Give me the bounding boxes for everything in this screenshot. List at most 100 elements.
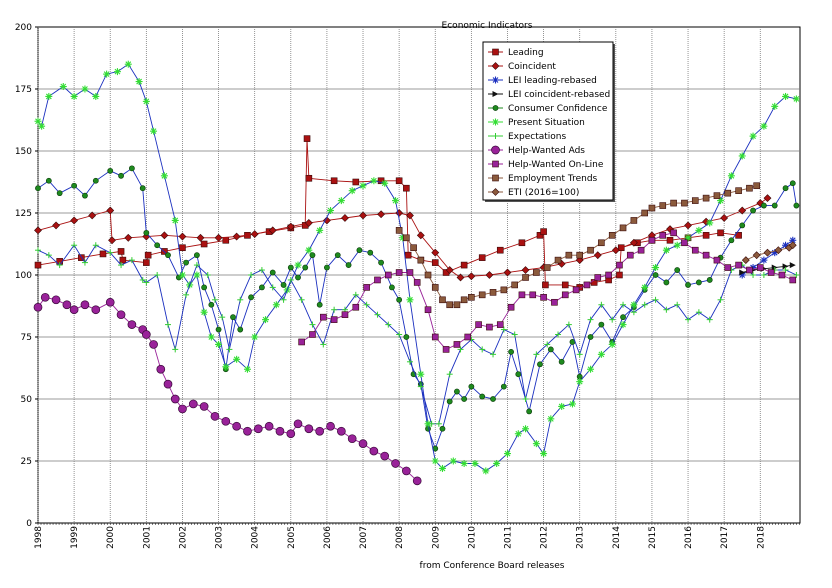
data-point-employment-trends: [691, 197, 699, 204]
data-point-expectations: [269, 284, 276, 291]
legend-marker-consumer-confidence: [492, 105, 499, 111]
data-point-expectations: [457, 346, 464, 353]
data-point-employment-trends: [453, 301, 461, 309]
data-point-help-wanted-on-line: [735, 261, 742, 269]
data-point-consumer-confidence: [760, 202, 767, 209]
data-point-help-wanted-on-line: [374, 276, 381, 284]
data-point-help-wanted-ads: [253, 424, 263, 434]
series-present-situation: [34, 60, 800, 475]
data-point-lei-leading-rebased: [760, 256, 768, 264]
legend-marker-help-wanted-on-line: [492, 160, 499, 168]
data-point-expectations: [298, 296, 305, 303]
legend-label-lei-coincident-rebased: LEI coincident-rebased: [508, 90, 610, 100]
data-point-leading: [119, 256, 127, 264]
data-point-employment-trends: [460, 296, 468, 304]
data-point-present-situation: [608, 340, 616, 348]
data-point-consumer-confidence: [793, 202, 800, 209]
data-point-help-wanted-ads: [199, 402, 209, 411]
data-point-coincident: [88, 211, 97, 220]
data-point-present-situation: [337, 197, 345, 205]
marker-stroke: [194, 272, 200, 278]
data-point-expectations: [533, 351, 540, 358]
data-point-present-situation: [493, 459, 501, 467]
data-point-leading: [330, 177, 338, 185]
data-point-help-wanted-on-line: [605, 271, 612, 279]
data-point-help-wanted-on-line: [319, 313, 327, 321]
data-point-help-wanted-ads: [80, 300, 90, 310]
series-leading: [34, 135, 742, 291]
data-point-present-situation: [706, 219, 714, 227]
marker-stroke: [215, 341, 222, 348]
data-point-coincident: [763, 194, 772, 203]
y-tick-label: 200: [15, 23, 32, 33]
data-point-expectations: [81, 259, 88, 266]
data-point-present-situation: [370, 177, 378, 185]
data-point-present-situation: [782, 92, 790, 100]
data-point-expectations: [641, 301, 648, 308]
data-point-present-situation: [381, 179, 389, 187]
data-point-consumer-confidence: [558, 358, 565, 365]
data-point-consumer-confidence: [107, 167, 114, 174]
series-help-wanted-ads: [33, 292, 422, 486]
x-tick-label: 2008: [395, 526, 405, 549]
data-point-present-situation: [568, 400, 576, 408]
x-tick-label: 2005: [287, 526, 297, 549]
data-point-leading: [179, 244, 186, 252]
data-point-coincident: [406, 211, 414, 220]
data-point-employment-trends: [417, 256, 425, 264]
data-point-help-wanted-ads: [116, 310, 126, 320]
data-point-consumer-confidence: [500, 383, 507, 390]
data-point-coincident: [684, 221, 692, 230]
marker-stroke: [641, 284, 648, 291]
marker-stroke: [208, 334, 215, 340]
marker-stroke: [349, 187, 356, 194]
data-point-help-wanted-on-line: [756, 264, 764, 271]
marker-stroke: [201, 309, 208, 316]
data-point-expectations: [237, 296, 244, 303]
legend-label-help-wanted-ads: Help-Wanted Ads: [508, 146, 585, 156]
marker-stroke: [728, 172, 735, 179]
legend-marker-help-wanted-ads: [491, 145, 500, 155]
data-point-expectations: [193, 262, 200, 269]
data-point-help-wanted-ads: [62, 300, 72, 310]
data-point-help-wanted-on-line: [540, 294, 547, 301]
x-tick-label: 2014: [612, 526, 622, 549]
data-point-help-wanted-on-line: [670, 229, 677, 237]
data-point-help-wanted-ads: [304, 424, 314, 434]
data-point-consumer-confidence: [367, 249, 374, 256]
data-point-employment-trends: [554, 256, 562, 264]
data-point-expectations: [522, 396, 529, 402]
data-point-help-wanted-ads: [293, 419, 303, 429]
series-line-present-situation: [37, 63, 797, 472]
data-point-present-situation: [222, 363, 230, 371]
data-point-expectations: [782, 267, 789, 274]
y-tick-label: 25: [21, 457, 32, 467]
data-point-help-wanted-on-line: [681, 239, 688, 247]
data-point-consumer-confidence: [201, 284, 208, 291]
data-point-consumer-confidence: [508, 348, 514, 355]
data-point-coincident: [268, 226, 277, 235]
data-point-employment-trends: [478, 291, 486, 299]
data-point-coincident: [521, 266, 530, 274]
data-point-employment-trends: [746, 184, 753, 192]
data-point-consumer-confidence: [598, 321, 605, 328]
data-point-employment-trends: [410, 244, 417, 252]
data-point-present-situation: [749, 132, 757, 140]
data-point-employment-trends: [724, 189, 732, 197]
data-point-help-wanted-on-line: [442, 346, 450, 353]
legend-marker-employment-trends: [492, 174, 499, 182]
data-point-expectations: [363, 301, 370, 308]
data-point-help-wanted-ads: [326, 421, 335, 431]
marker-stroke: [695, 227, 702, 234]
data-point-help-wanted-on-line: [724, 264, 732, 271]
marker-stroke: [663, 247, 670, 254]
data-point-present-situation: [652, 264, 660, 272]
data-point-help-wanted-on-line: [691, 246, 699, 254]
data-point-consumer-confidence: [302, 264, 309, 271]
data-point-expectations: [544, 341, 551, 348]
marker-stroke: [407, 296, 413, 303]
x-tick-label: 2017: [720, 526, 730, 549]
data-point-help-wanted-on-line: [713, 256, 721, 264]
data-point-present-situation: [662, 246, 670, 254]
data-point-help-wanted-ads: [243, 426, 252, 436]
